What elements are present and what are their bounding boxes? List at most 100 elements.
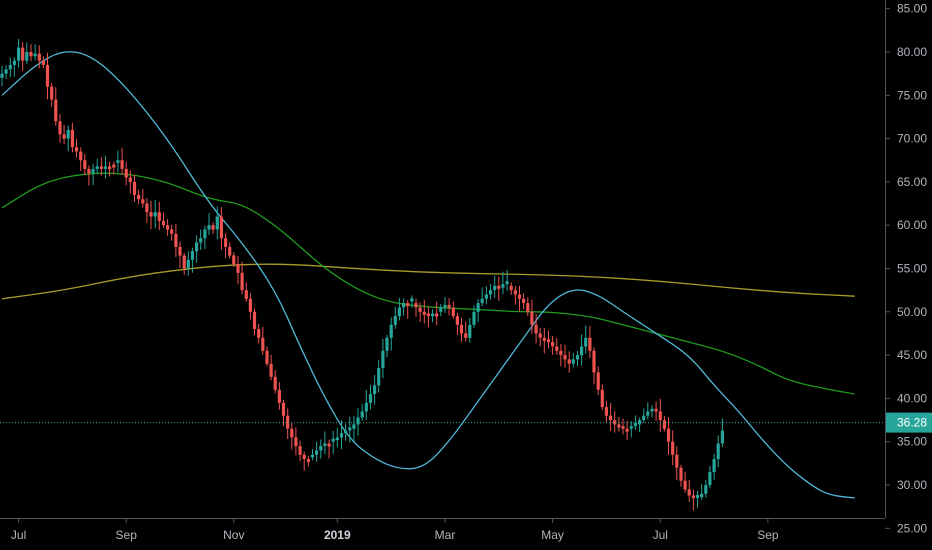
- candle: [658, 398, 662, 432]
- candle-body: [344, 430, 348, 434]
- candle-body: [0, 73, 4, 78]
- candle-body: [716, 443, 720, 460]
- candle-body: [224, 238, 228, 247]
- candle-body: [190, 251, 194, 260]
- candle-body: [571, 359, 575, 364]
- candle: [128, 170, 132, 194]
- candle-body: [360, 411, 364, 418]
- candle: [360, 404, 364, 421]
- candle-body: [211, 225, 215, 230]
- current-price-label-background: [886, 412, 932, 433]
- x-tick-label: 2019: [324, 528, 351, 542]
- candle-body: [323, 443, 327, 447]
- candle-body: [435, 313, 439, 317]
- candle: [546, 330, 551, 349]
- candle-body: [331, 438, 335, 442]
- candle: [695, 490, 700, 508]
- candle: [410, 295, 414, 309]
- y-tick-label: 70.00: [897, 132, 927, 146]
- candle: [513, 286, 517, 305]
- candle-body: [277, 389, 281, 403]
- candle-body: [186, 259, 190, 269]
- candle-body: [364, 402, 368, 412]
- candle-body: [683, 480, 687, 490]
- candle-body: [145, 203, 149, 213]
- candle: [480, 287, 484, 306]
- candle: [50, 82, 54, 107]
- candle: [277, 382, 281, 410]
- candle-body: [87, 168, 91, 174]
- candle-body: [257, 329, 261, 338]
- candle: [166, 219, 170, 236]
- candle-body: [199, 238, 203, 243]
- candle-body: [546, 339, 551, 343]
- candle: [0, 65, 4, 87]
- candle: [323, 431, 327, 455]
- candle: [377, 360, 381, 393]
- candle: [203, 225, 207, 249]
- moving-average-layer: [1, 51, 856, 499]
- candlestick-series: [0, 38, 724, 511]
- candle: [310, 449, 315, 461]
- candle: [720, 418, 724, 447]
- candle-body: [66, 129, 70, 139]
- candle: [331, 430, 335, 454]
- candle: [265, 346, 269, 367]
- candle: [112, 161, 116, 175]
- candle: [21, 42, 25, 72]
- candle-body: [116, 160, 120, 163]
- candle: [120, 147, 124, 175]
- candle: [294, 427, 298, 456]
- candle: [74, 139, 79, 158]
- candle-body: [406, 303, 410, 307]
- y-tick-label: 50.00: [897, 305, 927, 319]
- candle: [522, 293, 526, 310]
- ma-slow-line: [1, 263, 855, 300]
- candle: [108, 161, 112, 177]
- candle: [149, 200, 153, 230]
- candle-body: [348, 427, 352, 431]
- candle-body: [236, 264, 240, 273]
- x-axis[interactable]: Jul Sep Nov 2019 Mar May Jul Sep: [11, 518, 779, 542]
- candle-body: [642, 415, 646, 420]
- candle: [103, 155, 108, 179]
- candle-body: [650, 408, 654, 412]
- candle-body: [385, 337, 389, 351]
- candle: [207, 213, 211, 235]
- candle: [559, 344, 563, 367]
- candle: [704, 479, 708, 498]
- candle: [290, 422, 294, 450]
- candle-body: [45, 65, 50, 87]
- ma-mid-line: [1, 172, 856, 395]
- candle: [70, 122, 74, 153]
- candle: [488, 284, 493, 300]
- candle: [484, 286, 488, 305]
- candle-body: [609, 415, 613, 420]
- candle: [406, 300, 410, 319]
- candle-body: [393, 316, 397, 325]
- candle-body: [563, 355, 567, 360]
- candle-body: [319, 446, 323, 451]
- candle-body: [170, 229, 174, 234]
- candle: [538, 328, 542, 347]
- y-tick-label: 80.00: [897, 45, 927, 59]
- x-tick-label: Sep: [116, 528, 138, 542]
- candle-body: [79, 151, 83, 161]
- candle: [29, 44, 33, 62]
- candle-body: [21, 47, 25, 61]
- candle-body: [141, 199, 145, 204]
- candle-body: [91, 168, 95, 174]
- candle-body: [431, 313, 435, 317]
- candle-body: [306, 459, 310, 463]
- candle-body: [451, 307, 455, 317]
- candle-body: [132, 181, 137, 195]
- candle: [700, 483, 704, 500]
- y-axis[interactable]: 85.00 80.00 75.00 70.00 65.00 60.00 55.00 50.00…: [885, 2, 927, 536]
- candle-body: [551, 342, 555, 347]
- candle: [588, 326, 592, 358]
- candle-body: [12, 60, 16, 65]
- candle-body: [679, 467, 683, 481]
- candle-body: [166, 225, 170, 230]
- candle-body: [675, 454, 679, 468]
